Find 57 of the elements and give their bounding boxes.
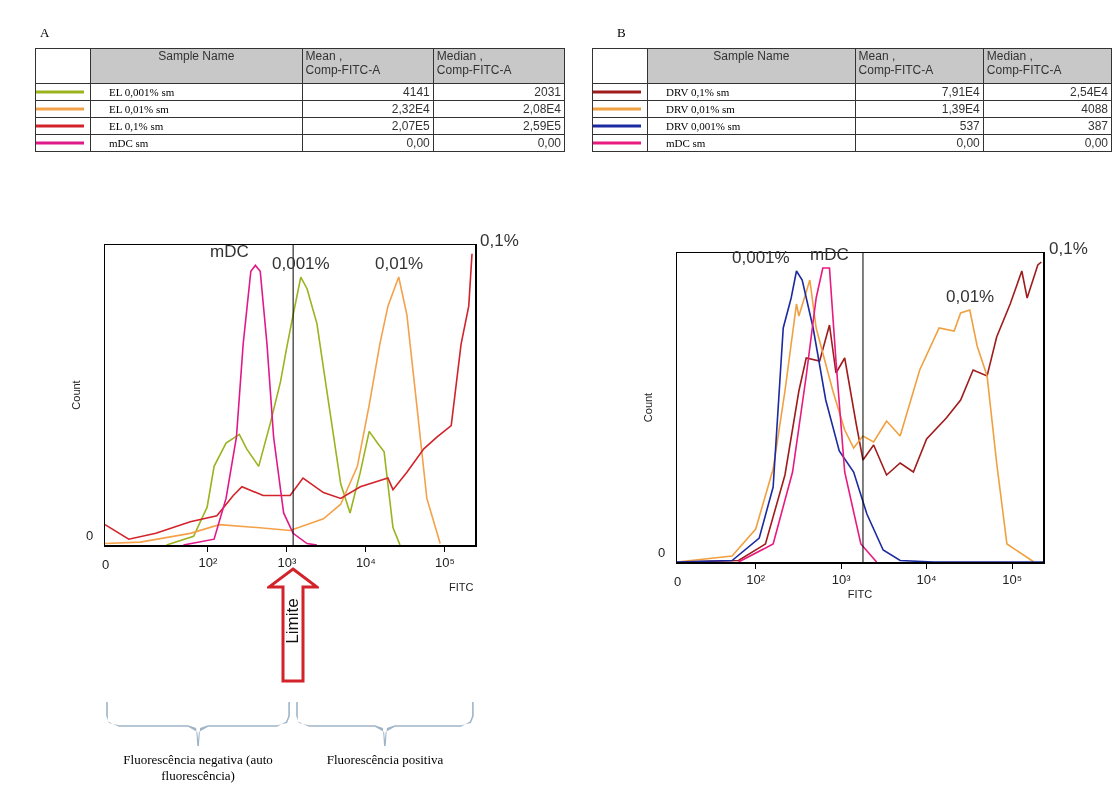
annotation: 0,1%	[1049, 239, 1088, 258]
text: 537	[855, 117, 984, 135]
legend-label: DRV 0,01% sm	[647, 100, 856, 118]
text: 0,00	[302, 134, 434, 152]
annotation: 0,1%	[480, 231, 519, 250]
x-tick-label: 10²	[746, 572, 766, 588]
chart-title: B	[617, 25, 626, 41]
x-tick-label: 10⁴	[355, 555, 376, 571]
text: 2031	[433, 83, 565, 101]
legend-label: mDC sm	[90, 134, 303, 152]
text: Median , Comp-FITC-A	[433, 48, 565, 84]
x-tick-label: 0	[674, 574, 682, 589]
y-axis-title: Count	[70, 380, 83, 410]
text: 0,00	[983, 134, 1112, 152]
annotation: mDC	[210, 242, 249, 261]
text: Sample Name	[90, 48, 303, 84]
text: Fluorescência negativa (auto fluorescência)	[122, 752, 274, 784]
text: 0	[86, 528, 94, 543]
text: 0,00	[433, 134, 565, 152]
text: Fluorescência positiva	[325, 752, 445, 768]
annotation: 0,01%	[946, 287, 995, 306]
text: Mean , Comp-FITC-A	[855, 48, 984, 84]
x-tick-label: 10⁵	[1002, 572, 1023, 588]
x-tick-label: 10⁵	[435, 555, 455, 571]
text: 2,07E5	[302, 117, 434, 135]
text: 7,91E4	[855, 83, 984, 101]
text: Median , Comp-FITC-A	[983, 48, 1112, 84]
text: Limite	[283, 598, 304, 644]
text: 2,08E4	[433, 100, 565, 118]
legend-label: DRV 0,1% sm	[647, 83, 856, 101]
text: 2,59E5	[433, 117, 565, 135]
text: 0,00	[855, 134, 984, 152]
text: 0	[658, 545, 666, 560]
legend-label: EL 0,01% sm	[90, 100, 303, 118]
chart-title: A	[40, 25, 50, 41]
x-tick-label: 10²	[198, 555, 218, 571]
x-tick-label: 10³	[831, 572, 852, 588]
text: 2,32E4	[302, 100, 434, 118]
text: 4088	[983, 100, 1112, 118]
y-axis-title: Count	[642, 392, 655, 423]
legend-label: EL 0,1% sm	[90, 117, 303, 135]
annotation: 0,01%	[375, 254, 424, 273]
x-axis-title: FITC	[847, 588, 873, 601]
text: 4141	[302, 83, 434, 101]
x-tick-label: 10⁴	[916, 572, 937, 588]
x-tick-label: 0	[102, 557, 110, 572]
x-tick-label: 10³	[277, 555, 297, 571]
text: 387	[983, 117, 1112, 135]
text: 2,54E4	[983, 83, 1112, 101]
legend-label: DRV 0,001% sm	[647, 117, 856, 135]
legend-label: EL 0,001% sm	[90, 83, 303, 101]
text: 1,39E4	[855, 100, 984, 118]
text: Sample Name	[647, 48, 856, 84]
text: Mean , Comp-FITC-A	[302, 48, 434, 84]
legend-label: mDC sm	[647, 134, 856, 152]
annotation: 0,001%	[732, 248, 790, 267]
x-axis-title: FITC	[449, 581, 474, 593]
